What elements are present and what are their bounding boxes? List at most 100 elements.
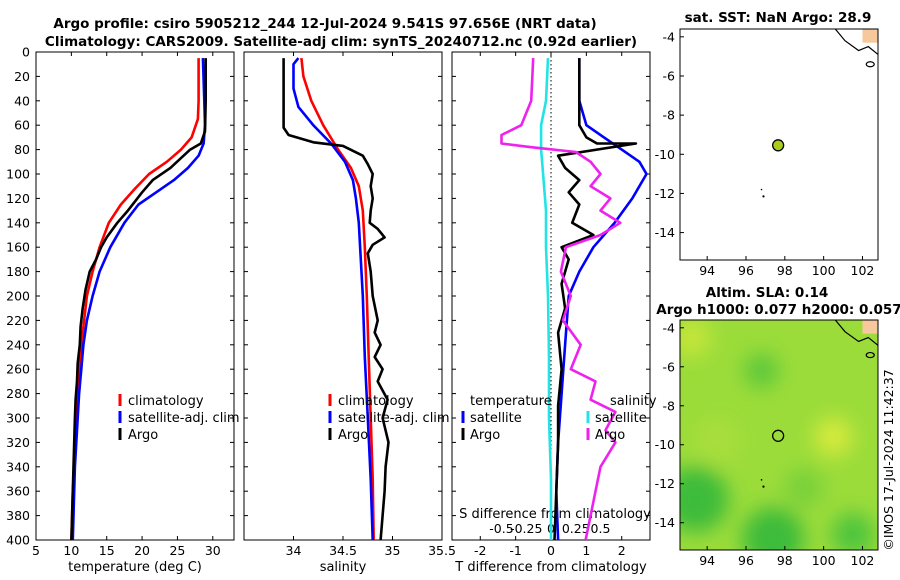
x-tick-label: 30	[205, 543, 221, 558]
island-dot	[762, 195, 765, 198]
heatmap-patch	[784, 468, 824, 508]
y-tick-label: 360	[6, 484, 30, 499]
series-line-t-satellite	[554, 58, 648, 541]
float-marker	[771, 429, 785, 442]
heatmap-patch	[742, 507, 805, 550]
map-frame	[679, 28, 879, 261]
heatmap-patch	[831, 513, 875, 550]
sst-map-title: sat. SST: NaN Argo: 28.9	[685, 10, 872, 26]
x-tick-label: 35	[385, 543, 401, 558]
island-outline	[865, 351, 875, 359]
title-line-1: Argo profile: csiro 5905212_244 12-Jul-2…	[53, 16, 596, 32]
y-tick-label: 320	[6, 435, 30, 450]
y-tick-label: 80	[14, 142, 30, 157]
series-line-argo	[282, 58, 390, 541]
coastline	[834, 319, 879, 346]
s-tick-label: -0.5	[489, 521, 513, 536]
heatmap-patches	[680, 320, 875, 550]
x-tick-label: 2	[618, 543, 626, 558]
legend-argo: Argo	[338, 428, 368, 443]
series-line-climatology	[300, 57, 375, 541]
legend-climatology: climatology	[338, 394, 414, 409]
y-tick-label: -10	[655, 147, 675, 162]
difference-legend: temperature salinity satellite Argo sate…	[461, 394, 657, 443]
coastline	[834, 28, 879, 55]
island-dot	[760, 479, 763, 481]
temperature-legend: climatology satellite-adj. clim Argo	[118, 394, 240, 443]
plot-frame	[243, 51, 443, 541]
salinity-legend: climatology satellite-adj. clim Argo	[328, 394, 450, 443]
x-tick-label: 15	[99, 543, 115, 558]
plot-frame	[35, 51, 235, 541]
series-line-s-argo	[500, 58, 622, 541]
x-tick-label: 35.5	[428, 543, 456, 558]
y-tick-label: 60	[14, 118, 30, 133]
x-tick-label: 0	[547, 543, 555, 558]
legend-climatology: climatology	[128, 394, 204, 409]
y-tick-label: -14	[655, 225, 675, 240]
y-tick-label: 240	[6, 337, 30, 352]
y-tick-label: 200	[6, 289, 30, 304]
y-tick-label: 260	[6, 362, 30, 377]
salinity-panel: 34 34.5 35 35.5 salinity	[243, 51, 456, 575]
y-tick-label: 140	[6, 215, 30, 230]
y-tick-label: -4	[663, 320, 676, 335]
y-tick-label: -8	[663, 108, 676, 123]
legend-satellite: satellite-adj. clim	[128, 411, 240, 426]
series-line-satellite-adj-clim	[71, 58, 207, 541]
legend-t-argo: Argo	[470, 428, 500, 443]
title-line-2: Climatology: CARS2009. Satellite-adj cli…	[45, 34, 637, 50]
series-line-t-argo	[553, 58, 638, 541]
x-axis-label: salinity	[320, 560, 367, 575]
y-tick-label: 20	[14, 69, 30, 84]
y-tick-label: 180	[6, 264, 30, 279]
y-tick-label: -10	[655, 437, 675, 452]
x-tick-label: 34	[286, 543, 302, 558]
series-line-satellite-adj-clim	[292, 57, 374, 541]
y-tick-label: -12	[655, 476, 675, 491]
x-tick-label: -2	[474, 543, 486, 558]
x-tick-label: 102	[851, 263, 875, 278]
legend-argo: Argo	[128, 428, 158, 443]
heatmap-patch	[693, 417, 741, 465]
x-axis-label: T difference from climatology	[454, 560, 647, 575]
y-tick-label: 120	[6, 191, 30, 206]
island-dot	[762, 485, 765, 488]
s-tick-label: 0.25	[562, 521, 590, 536]
copyright-label: ©IMOS 17-Jul-2024 11:42:37	[881, 369, 896, 550]
y-tick-label: 220	[6, 313, 30, 328]
sst-map-panel: sat. SST: NaN Argo: 28.9 94 96 98 100 102 -4 -6…	[655, 10, 879, 278]
heatmap-patch	[680, 466, 729, 533]
x-tick-label: 94	[699, 263, 715, 278]
x-tick-label: 34.5	[329, 543, 357, 558]
y-tick-label: 0	[22, 45, 30, 60]
map-frame	[679, 319, 879, 551]
island-dot	[760, 188, 763, 191]
series-line-s-satellite	[539, 58, 553, 540]
heatmap-patch	[680, 320, 712, 357]
s-tick-label: -0.25	[510, 521, 542, 536]
y-tick-label: 160	[6, 240, 30, 255]
x-tick-label: 100	[812, 263, 836, 278]
legend-title-temperature: temperature	[470, 394, 552, 409]
series-line-argo	[70, 58, 207, 541]
island-outline	[865, 61, 875, 68]
heatmap-layer	[680, 320, 878, 550]
heatmap-patch	[744, 353, 779, 389]
x-axis-label: temperature (deg C)	[68, 560, 202, 575]
y-tick-label: -8	[663, 398, 676, 413]
land-area	[862, 320, 878, 334]
x-tick-label: 5	[32, 543, 40, 558]
x-tick-label: 25	[169, 543, 185, 558]
sla-map-title-1: Altim. SLA: 0.14	[706, 285, 828, 301]
x-tick-label: 98	[777, 553, 793, 568]
float-marker	[771, 139, 785, 152]
y-tick-label: 40	[14, 93, 30, 108]
sla-map-title-2: Argo h1000: 0.077 h2000: 0.057	[656, 302, 900, 318]
y-tick-label: 340	[6, 459, 30, 474]
temperature-panel: 0 20 40 60 80 100 120 140 160 180 200 220 240 260 280 3…	[6, 45, 235, 575]
y-tick-label: -14	[655, 515, 675, 530]
